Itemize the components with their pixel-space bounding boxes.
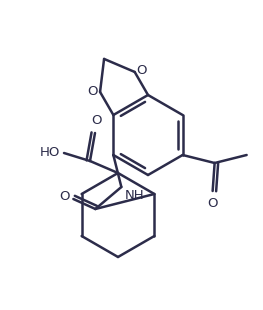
Text: O: O: [208, 197, 218, 210]
Text: O: O: [88, 86, 98, 99]
Text: O: O: [137, 64, 147, 78]
Text: HO: HO: [40, 147, 60, 160]
Text: NH: NH: [124, 189, 144, 202]
Text: O: O: [59, 191, 69, 203]
Text: O: O: [92, 114, 102, 127]
